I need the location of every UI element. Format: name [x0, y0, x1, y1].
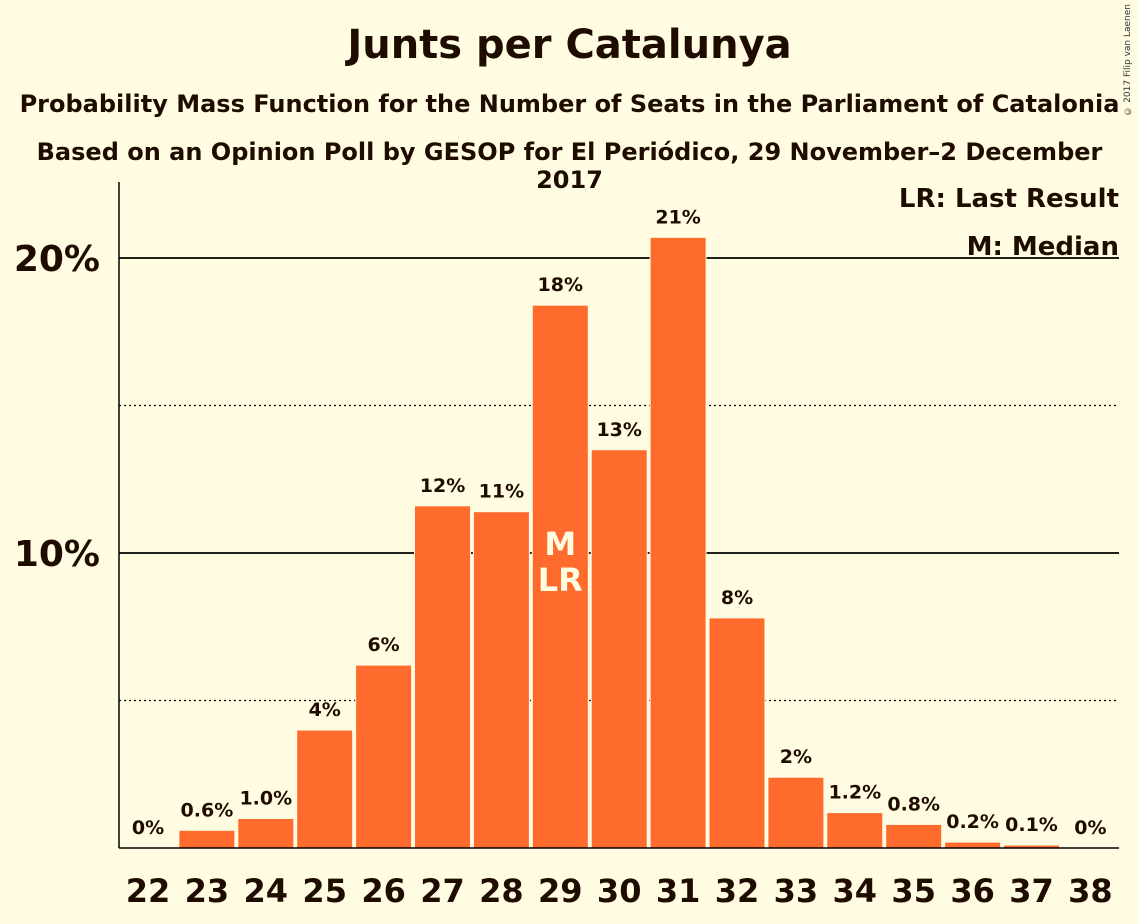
x-tick-label: 30 [597, 872, 642, 910]
data-label: 6% [367, 634, 399, 656]
legend-last-result: LR: Last Result [898, 184, 1119, 214]
x-tick-label: 22 [126, 872, 171, 910]
bar [472, 511, 530, 849]
bar [178, 829, 236, 849]
x-tick-label: 37 [1009, 872, 1054, 910]
chart-subtitle-source: Based on an Opinion Poll by GESOP for El… [36, 138, 1103, 194]
data-label: 2% [780, 746, 812, 768]
bar [414, 505, 471, 849]
bar [708, 617, 766, 849]
data-label: 11% [479, 481, 524, 503]
data-label: 13% [596, 419, 641, 441]
data-label: 12% [420, 475, 465, 497]
bar [237, 818, 295, 849]
bar [649, 236, 707, 849]
x-tick-label: 32 [715, 872, 760, 910]
chart-title: Junts per Catalunya [347, 22, 792, 68]
legend-median: M: Median [966, 232, 1119, 262]
data-label: 21% [655, 206, 700, 228]
x-tick-label: 33 [774, 872, 819, 910]
bar [826, 812, 884, 849]
data-label: 0.8% [887, 793, 940, 815]
x-tick-label: 24 [244, 872, 289, 910]
x-tick-label: 29 [538, 872, 583, 910]
bar [355, 664, 413, 849]
x-tick-label: 35 [891, 872, 936, 910]
x-tick-label: 28 [479, 872, 524, 910]
chart-subtitle: Probability Mass Function for the Number… [19, 90, 1120, 118]
data-label: 0.2% [946, 811, 999, 833]
data-label: 0% [1074, 817, 1106, 839]
x-tick-label: 25 [302, 872, 347, 910]
data-label: 18% [538, 274, 583, 296]
x-tick-label: 31 [656, 872, 701, 910]
x-tick-label: 23 [185, 872, 230, 910]
bar [885, 823, 943, 849]
bar [767, 776, 825, 849]
data-label: 0.1% [1005, 814, 1058, 836]
x-tick-label: 34 [833, 872, 878, 910]
bar-marker-label: LR [538, 561, 583, 599]
data-label: 1.0% [239, 788, 292, 810]
data-label: 8% [721, 587, 753, 609]
x-tick-label: 38 [1068, 872, 1113, 910]
y-tick-label: 20% [14, 239, 100, 280]
x-tick-label: 26 [361, 872, 406, 910]
data-label: 1.2% [828, 782, 881, 804]
bar [944, 841, 1002, 849]
data-label: 4% [309, 699, 341, 721]
bar [296, 729, 354, 849]
x-tick-label: 36 [950, 872, 995, 910]
y-tick-label: 10% [14, 534, 100, 575]
x-tick-label: 27 [420, 872, 465, 910]
bar [531, 304, 589, 849]
data-label: 0.6% [181, 799, 234, 821]
data-label: 0% [132, 817, 164, 839]
bar [590, 449, 648, 849]
bar-marker-label: M [544, 525, 576, 563]
